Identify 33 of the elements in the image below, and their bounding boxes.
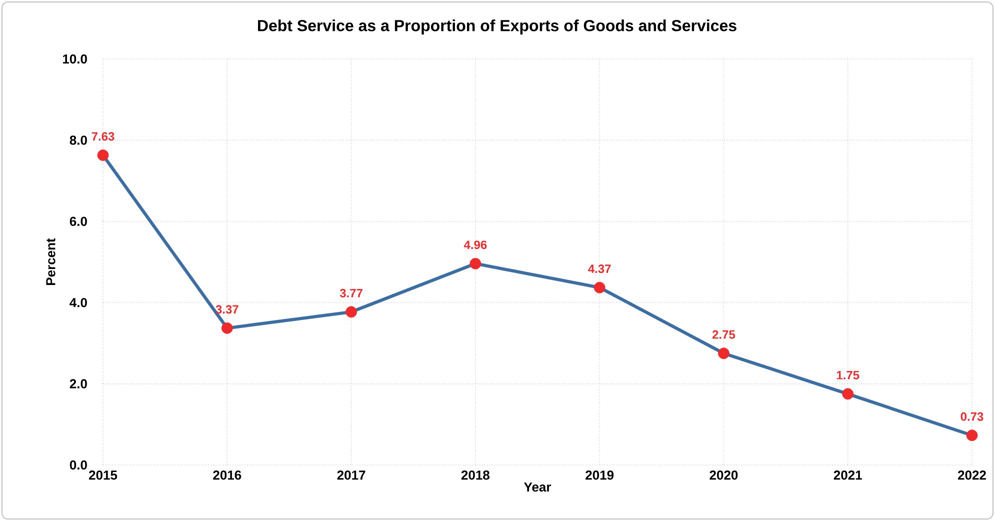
point bbox=[97, 150, 109, 161]
data-label: 2.75 bbox=[712, 330, 736, 339]
y-tick-label: 0.0 bbox=[70, 460, 87, 470]
point bbox=[221, 322, 233, 334]
x-tick-label: 2015 bbox=[89, 470, 118, 480]
chart-title: Debt Service as a Proportion of Exports of Goods and Services bbox=[258, 20, 736, 34]
data-label: 4.37 bbox=[588, 264, 611, 274]
data-label: 1.75 bbox=[836, 371, 860, 380]
data-label: 0.73 bbox=[960, 412, 984, 421]
point bbox=[842, 388, 854, 400]
y-tick-label: 6.0 bbox=[70, 216, 87, 226]
point bbox=[470, 258, 482, 270]
y-tick-label: 10.0 bbox=[62, 54, 87, 64]
y-tick-label: 8.0 bbox=[70, 136, 87, 145]
y-tick-label: 2.0 bbox=[70, 379, 87, 388]
point bbox=[718, 348, 730, 360]
data-label: 3.77 bbox=[340, 288, 362, 298]
x-tick-label: 2020 bbox=[710, 470, 738, 480]
y-tick-label: 4.0 bbox=[70, 298, 87, 308]
data-label: 4.96 bbox=[464, 240, 487, 250]
data-label: 3.37 bbox=[216, 305, 238, 314]
point bbox=[966, 430, 978, 442]
x-tick-label: 2019 bbox=[586, 470, 614, 480]
x-tick-label: 2021 bbox=[834, 470, 862, 480]
x-axis-title: Year bbox=[524, 482, 552, 492]
x-tick-label: 2017 bbox=[337, 470, 366, 480]
point bbox=[594, 282, 606, 294]
data-label: 7.63 bbox=[92, 132, 114, 141]
point bbox=[346, 306, 357, 318]
x-tick-label: 2022 bbox=[958, 470, 986, 480]
x-tick-label: 2016 bbox=[213, 470, 242, 480]
x-tick-label: 2018 bbox=[461, 470, 490, 480]
y-axis-title: Percent bbox=[46, 238, 56, 285]
